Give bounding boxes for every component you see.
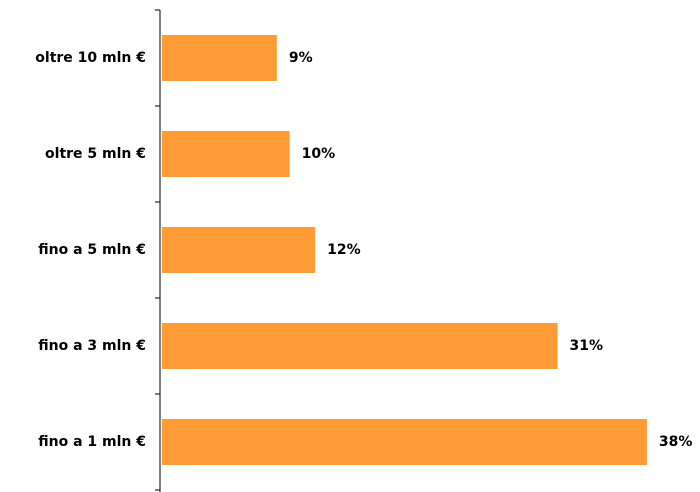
bar <box>162 323 558 369</box>
bar <box>162 35 277 81</box>
bar <box>162 227 316 273</box>
y-tick-label: oltre 5 mln € <box>45 146 146 162</box>
y-tick-label: fino a 5 mln € <box>38 242 146 258</box>
value-label: 31% <box>570 338 604 354</box>
value-label: 10% <box>302 146 336 162</box>
value-label: 38% <box>659 434 693 450</box>
bar <box>162 419 647 465</box>
y-tick-label: oltre 10 mln € <box>35 50 146 66</box>
y-tick-label: fino a 1 mln € <box>38 434 146 450</box>
bar <box>162 131 290 177</box>
y-tick-label: fino a 3 mln € <box>38 338 146 354</box>
value-label: 12% <box>327 242 361 258</box>
value-label: 9% <box>289 50 313 66</box>
